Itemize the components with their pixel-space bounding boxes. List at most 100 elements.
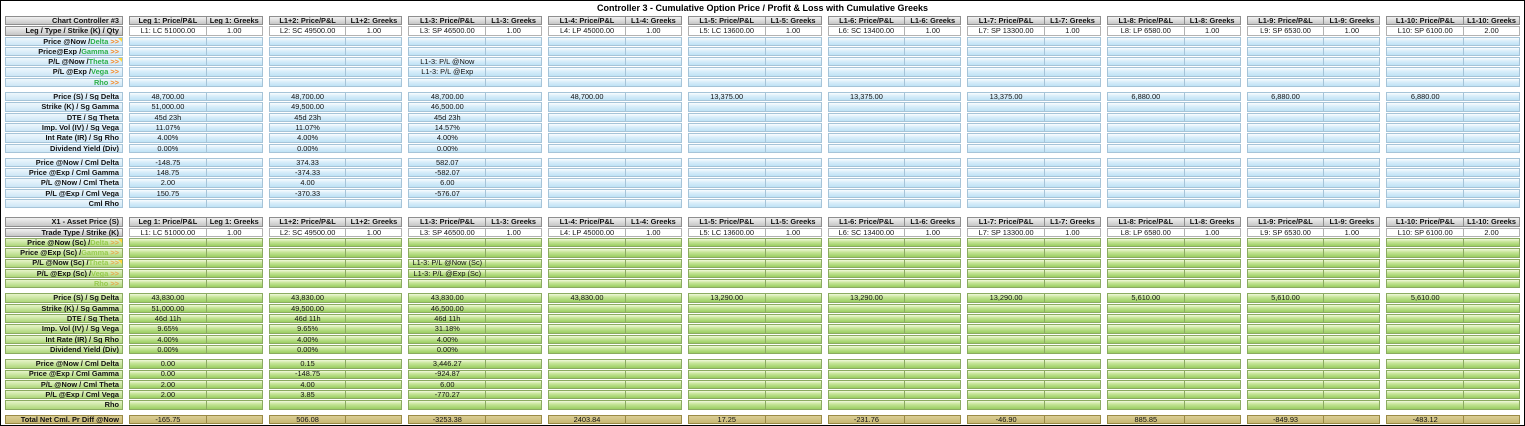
greeks-cell[interactable] — [1045, 359, 1101, 369]
value-cell[interactable]: 0.00% — [408, 143, 487, 153]
value-cell[interactable]: L1-3: P/L @Exp — [408, 67, 487, 77]
greeks-cell[interactable] — [765, 293, 822, 303]
value-cell[interactable] — [687, 334, 766, 344]
value-cell[interactable] — [967, 133, 1045, 143]
greeks-cell[interactable] — [346, 199, 403, 209]
leg-cell[interactable]: L6: SC 13400.00 — [827, 26, 906, 36]
greeks-cell[interactable] — [1324, 303, 1381, 314]
qty-cell[interactable]: 2.00 — [1464, 26, 1521, 36]
greeks-cell[interactable] — [625, 157, 682, 168]
value-cell[interactable] — [827, 143, 906, 153]
greeks-cell[interactable] — [486, 77, 543, 88]
value-cell[interactable] — [1106, 102, 1185, 112]
row-label[interactable]: P/L @Exp (Sc) / Vega >> — [5, 268, 123, 279]
value-cell[interactable] — [1386, 324, 1465, 334]
greeks-cell[interactable] — [905, 46, 962, 57]
greeks-cell[interactable] — [1324, 77, 1381, 88]
value-cell[interactable] — [408, 77, 487, 88]
value-cell[interactable]: 46d 11h — [129, 314, 207, 324]
value-cell[interactable] — [1246, 157, 1325, 168]
section-corner-header[interactable]: X1 - Asset Price (S) — [5, 217, 123, 227]
greeks-cell[interactable] — [486, 400, 543, 410]
value-cell[interactable] — [548, 248, 626, 258]
greeks-cell[interactable] — [625, 122, 682, 133]
greeks-cell[interactable] — [206, 102, 263, 112]
value-cell[interactable] — [1246, 279, 1325, 289]
price-column-header[interactable]: L1-8: Price/P&L — [1106, 217, 1185, 227]
greeks-cell[interactable] — [1045, 168, 1101, 178]
greeks-cell[interactable] — [1045, 92, 1101, 102]
leg-cell[interactable]: L8: LP 6580.00 — [1106, 227, 1185, 237]
greeks-cell[interactable] — [1464, 303, 1521, 314]
value-cell[interactable]: 51,000.00 — [129, 303, 207, 314]
greeks-cell[interactable] — [486, 168, 543, 178]
greeks-cell[interactable] — [1045, 77, 1101, 88]
value-cell[interactable] — [548, 57, 626, 67]
row-label[interactable]: Dividend Yield (Div) — [5, 143, 123, 153]
value-cell[interactable] — [1386, 279, 1465, 289]
greeks-column-header[interactable]: L1-7: Greeks — [1045, 217, 1101, 227]
value-cell[interactable]: 14.57% — [408, 122, 487, 133]
value-cell[interactable]: 0.00 — [129, 359, 207, 369]
value-cell[interactable]: -770.27 — [408, 390, 487, 400]
greeks-cell[interactable] — [905, 92, 962, 102]
greeks-cell[interactable] — [765, 133, 822, 143]
leg-cell[interactable]: L7: SP 13300.00 — [967, 26, 1045, 36]
greeks-cell[interactable] — [206, 293, 263, 303]
greeks-cell[interactable] — [206, 324, 263, 334]
value-cell[interactable]: 3.85 — [268, 390, 347, 400]
row-label[interactable]: Price @Exp / Cml Gamma — [5, 168, 123, 178]
greeks-cell[interactable] — [206, 57, 263, 67]
greeks-cell[interactable] — [486, 92, 543, 102]
value-cell[interactable]: 2.00 — [129, 379, 207, 390]
greeks-cell[interactable] — [206, 36, 263, 46]
leg-row-label[interactable]: Leg / Type / Strike (K) / Qty — [5, 26, 123, 36]
value-cell[interactable]: 5,610.00 — [1106, 293, 1185, 303]
value-cell[interactable]: 13,290.00 — [687, 293, 766, 303]
value-cell[interactable] — [548, 344, 626, 355]
value-cell[interactable] — [1246, 359, 1325, 369]
greeks-cell[interactable] — [765, 199, 822, 209]
greeks-cell[interactable] — [486, 369, 543, 379]
greeks-cell[interactable] — [765, 268, 822, 279]
value-cell[interactable] — [268, 77, 347, 88]
value-cell[interactable] — [1106, 112, 1185, 122]
greeks-cell[interactable] — [1324, 57, 1381, 67]
greeks-cell[interactable] — [346, 92, 403, 102]
value-cell[interactable] — [967, 102, 1045, 112]
value-cell[interactable] — [548, 314, 626, 324]
qty-cell[interactable]: 1.00 — [486, 227, 543, 237]
value-cell[interactable] — [1246, 36, 1325, 46]
price-column-header[interactable]: L1-6: Price/P&L — [827, 217, 906, 227]
greeks-cell[interactable] — [1464, 390, 1521, 400]
row-label[interactable]: Rho >> — [5, 77, 123, 88]
value-cell[interactable] — [967, 46, 1045, 57]
value-cell[interactable] — [967, 359, 1045, 369]
value-cell[interactable] — [827, 369, 906, 379]
price-column-header[interactable]: L1-3: Price/P&L — [408, 16, 487, 26]
greeks-cell[interactable] — [625, 303, 682, 314]
leg-cell[interactable]: L2: SC 49500.00 — [268, 227, 347, 237]
value-cell[interactable] — [268, 400, 347, 410]
qty-cell[interactable]: 1.00 — [206, 26, 263, 36]
greeks-cell[interactable] — [905, 178, 962, 188]
greeks-cell[interactable] — [1324, 122, 1381, 133]
value-cell[interactable]: 13,290.00 — [967, 293, 1045, 303]
greeks-cell[interactable] — [1464, 36, 1521, 46]
row-label[interactable]: P/L @Now / Cml Theta — [5, 178, 123, 188]
greeks-cell[interactable] — [905, 133, 962, 143]
greeks-cell[interactable] — [1045, 199, 1101, 209]
greeks-cell[interactable] — [1464, 133, 1521, 143]
value-cell[interactable] — [1246, 67, 1325, 77]
greeks-cell[interactable] — [765, 92, 822, 102]
value-cell[interactable] — [1246, 248, 1325, 258]
greeks-cell[interactable] — [625, 248, 682, 258]
greeks-cell[interactable] — [1184, 344, 1241, 355]
greeks-cell[interactable] — [1045, 67, 1101, 77]
greeks-cell[interactable] — [486, 122, 543, 133]
value-cell[interactable] — [1386, 157, 1465, 168]
greeks-cell[interactable] — [1045, 344, 1101, 355]
leg-cell[interactable]: L8: LP 6580.00 — [1106, 26, 1185, 36]
greeks-cell[interactable] — [1045, 414, 1101, 424]
value-cell[interactable] — [687, 379, 766, 390]
